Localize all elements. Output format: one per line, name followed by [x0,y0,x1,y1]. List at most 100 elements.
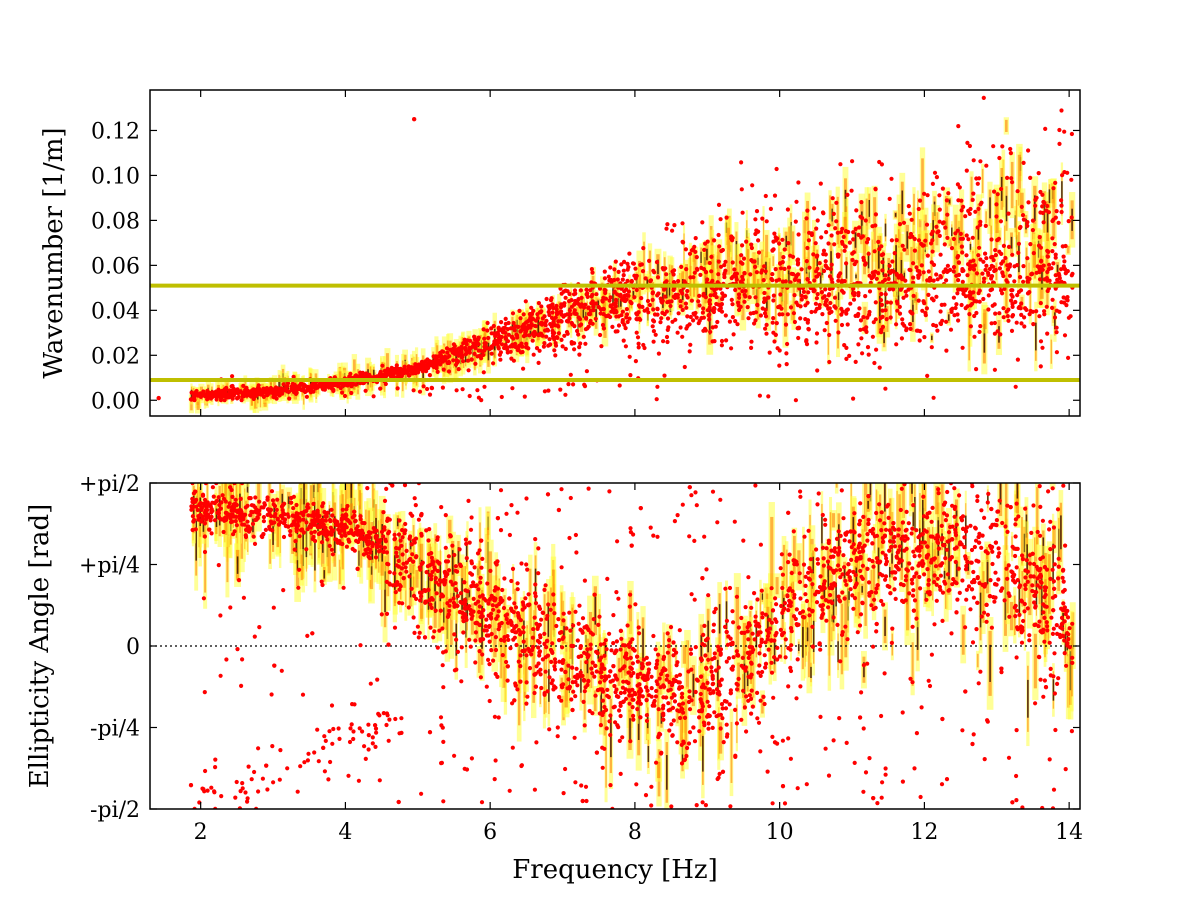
wavenumber-point [999,261,1004,266]
wavenumber-point [931,298,936,303]
wavenumber-point [680,334,685,339]
wavenumber-point [997,311,1002,316]
wavenumber-point [489,351,494,356]
ellipticity-shade-streak-core [979,592,982,628]
wavenumber-point [924,306,930,311]
wavenumber-point [827,332,832,338]
wavenumber-point [694,255,699,260]
wavenumber-point [850,251,855,256]
wavenumber-point [958,231,963,236]
wavenumber-point [499,320,504,325]
wavenumber-point [978,222,983,227]
wavenumber-point [749,345,754,350]
wavenumber-point [633,359,639,364]
wavenumber-point [968,303,973,308]
wavenumber-point [710,308,715,313]
wavenumber-shade-streak-core [948,199,951,204]
wavenumber-point [1019,204,1024,209]
wavenumber-point [748,272,753,277]
wavenumber-point [938,275,944,280]
ellipticity-shade-streak-mid [490,605,493,641]
wavenumber-point [392,366,397,372]
wavenumber-point [1038,245,1043,250]
wavenumber-point [1001,315,1006,320]
wavenumber-point [463,347,468,353]
wavenumber-point [516,324,521,329]
wavenumber-point [685,295,690,300]
ellipticity-shade-streak-core [692,673,695,698]
wavenumber-point [903,289,908,294]
wavenumber-point [884,317,889,322]
wavenumber-point [1052,242,1057,247]
wavenumber-point [1000,144,1005,149]
wavenumber-y-ticks: 0.000.020.040.060.080.100.12 [91,119,1080,414]
wavenumber-point [1057,273,1062,278]
wavenumber-point [762,264,767,269]
wavenumber-point [607,298,612,303]
wavenumber-point [879,330,884,335]
wavenumber-point [1018,275,1023,280]
wavenumber-point [1056,220,1061,225]
wavenumber-point [784,362,789,367]
wavenumber-point [827,359,832,365]
ellipticity-shade-streak-core [272,526,274,545]
wavenumber-shade-streak-mid [837,308,840,349]
ellipticity-shade-streak-mid [656,761,661,779]
ellipticity-shade-streak-mid [782,544,786,587]
wavenumber-shade-streak-core [585,311,587,318]
ellipticity-shade-streak-core [195,520,197,561]
ellipticity-shade-streak-mid [742,622,747,657]
wavenumber-shade-streak-core [879,295,881,324]
wavenumber-point [963,306,968,311]
wavenumber-point [552,337,557,342]
wavenumber-shade-streak-core [868,199,870,217]
wavenumber-point [764,219,769,224]
wavenumber-point [651,329,657,334]
wavenumber-point [747,295,752,300]
wavenumber-point [833,318,838,323]
ellipticity-shade-streak-core [1040,575,1043,616]
wavenumber-point [864,329,869,334]
wavenumber-point [966,237,971,242]
ellipticity-shade-streak-mid [873,529,876,554]
wavenumber-point [1059,209,1064,215]
wavenumber-point [1019,301,1024,306]
wavenumber-point [1025,220,1030,225]
wavenumber-point [1014,320,1019,325]
wavenumber-point [844,356,849,361]
wavenumber-point [971,158,976,163]
wavenumber-point [770,278,775,283]
wavenumber-shade-streak-mid [586,301,588,323]
wavenumber-point [803,303,808,308]
wavenumber-point [925,373,930,378]
wavenumber-point [403,370,408,375]
wavenumber-shade-streak-core [861,211,863,236]
wavenumber-point [349,390,354,396]
wavenumber-point [931,395,936,400]
wavenumber-point [1002,286,1007,291]
wavenumber-point [503,316,508,321]
wavenumber-point [861,258,867,263]
wavenumber-shade-streak-core [1010,236,1013,249]
wavenumber-point [971,267,977,272]
wavenumber-point [234,390,239,395]
wavenumber-point [743,294,748,299]
ellipticity-shade-streak-mid [761,694,764,714]
wavenumber-point [820,210,826,215]
wavenumber-point [537,348,542,353]
wavenumber-point [654,260,660,265]
ellipticity-shade-streak-mid [792,535,796,574]
wavenumber-point [766,394,771,399]
wavenumber-point [858,327,863,332]
wavenumber-point [527,333,532,338]
wavenumber-point [828,300,833,306]
ellipticity-shade-streak-mid [701,673,705,724]
ellipticity-shade-streak-mid [730,721,733,783]
wavenumber-point [274,396,279,401]
ellipticity-shade-streak-core [1052,679,1055,701]
wavenumber-shade-streak-core [373,369,375,378]
wavenumber-point [678,304,683,309]
wavenumber-point [445,350,450,355]
ellipticity-shade-streak-core [812,556,814,574]
wavenumber-point [280,386,285,392]
